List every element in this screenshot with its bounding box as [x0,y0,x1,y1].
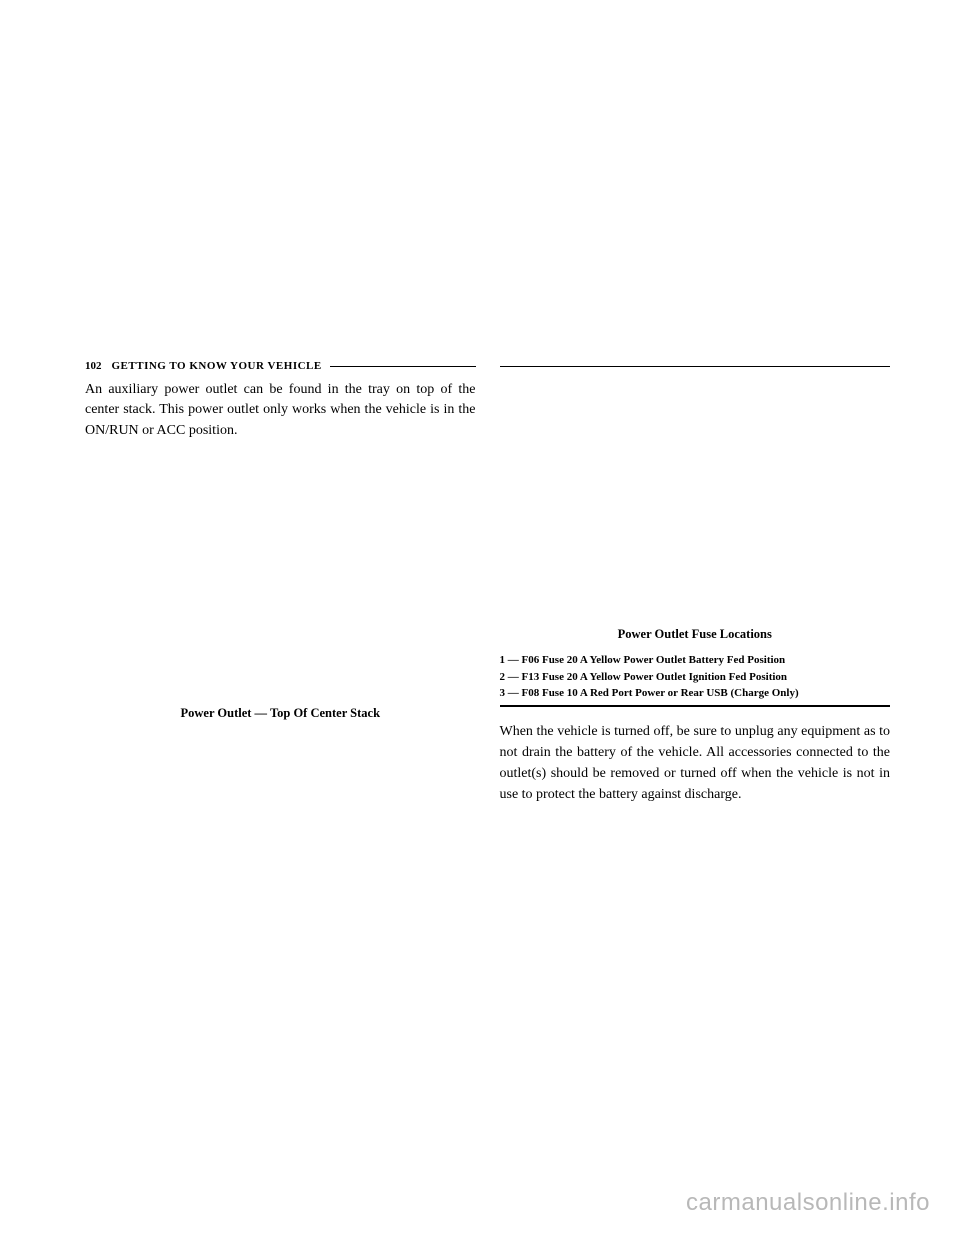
header-rule-right [500,360,891,372]
header-rule [330,366,476,367]
left-paragraph: An auxiliary power outlet can be found i… [85,380,476,441]
right-figure-caption: Power Outlet Fuse Locations [500,627,891,642]
page-number: 102 [85,360,102,372]
header-rule-right-line [500,366,891,367]
right-paragraph: When the vehicle is turned off, be sure … [500,721,891,805]
left-figure-caption: Power Outlet — Top Of Center Stack [85,706,476,721]
fuse-block: Power Outlet Fuse Locations 1 — F06 Fuse… [500,627,891,805]
fuse-line-3: 3 — F08 Fuse 10 A Red Port Power or Rear… [500,685,891,702]
left-column: 102 GETTING TO KNOW YOUR VEHICLE An auxi… [85,360,476,805]
watermark: carmanualsonline.info [686,1189,930,1217]
fuse-line-2: 2 — F13 Fuse 20 A Yellow Power Outlet Ig… [500,669,891,686]
right-column: Power Outlet Fuse Locations 1 — F06 Fuse… [500,360,891,805]
fuse-list: 1 — F06 Fuse 20 A Yellow Power Outlet Ba… [500,652,891,702]
fuse-divider [500,705,891,707]
fuse-line-1: 1 — F06 Fuse 20 A Yellow Power Outlet Ba… [500,652,891,669]
page-content: 102 GETTING TO KNOW YOUR VEHICLE An auxi… [85,360,890,805]
section-title: GETTING TO KNOW YOUR VEHICLE [112,360,322,372]
page-header: 102 GETTING TO KNOW YOUR VEHICLE [85,360,476,372]
